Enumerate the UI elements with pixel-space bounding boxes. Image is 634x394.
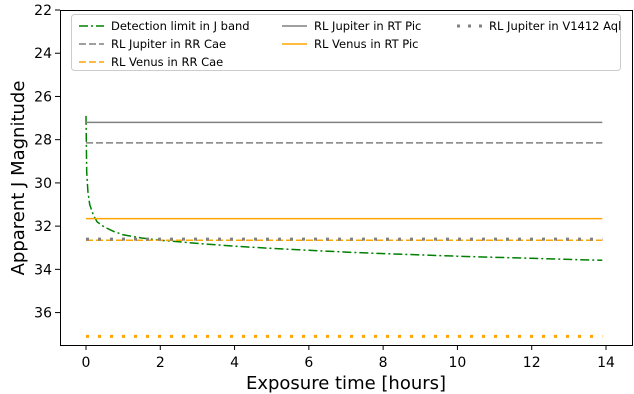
- x-tick-label: 0: [82, 355, 91, 371]
- x-tick-label: 14: [597, 355, 615, 371]
- legend-label: Detection limit in J band: [111, 19, 250, 33]
- legend-box: [71, 14, 621, 71]
- y-tick-label: 22: [34, 3, 52, 19]
- legend-label: RL Venus in RT Pic: [314, 37, 419, 51]
- x-tick-label: 10: [449, 355, 467, 371]
- x-tick-label: 2: [156, 355, 165, 371]
- plot-lines: [85, 115, 603, 338]
- y-axis-title: Apparent J Magnitude: [8, 81, 29, 276]
- x-tick-label: 4: [230, 355, 239, 371]
- x-tick-label: 8: [379, 355, 388, 371]
- y-axis: 22 24 26 28 30 32 34 36: [34, 3, 60, 322]
- y-tick-label: 28: [34, 133, 52, 149]
- legend: Detection limit in J band RL Jupiter in R…: [71, 14, 621, 71]
- y-tick-label: 30: [34, 176, 52, 192]
- legend-label: RL Jupiter in RT Pic: [314, 19, 421, 33]
- y-tick-label: 24: [34, 46, 52, 62]
- series-line-1: [85, 115, 603, 262]
- y-tick-label: 26: [34, 89, 52, 105]
- x-axis-title: Exposure time [hours]: [246, 373, 446, 394]
- y-tick-label: 34: [34, 262, 52, 278]
- x-tick-label: 6: [304, 355, 313, 371]
- plot-frame: [60, 10, 633, 346]
- y-tick-label: 32: [34, 219, 52, 235]
- legend-label: RL Jupiter in V1412 Aql: [489, 19, 621, 33]
- y-tick-label: 36: [34, 306, 52, 322]
- legend-label: RL Venus in RR Cae: [111, 55, 223, 69]
- legend-label: RL Jupiter in RR Cae: [111, 37, 226, 51]
- x-axis: 0 2 4 6 8 10 12 14: [82, 345, 615, 371]
- x-tick-label: 12: [523, 355, 541, 371]
